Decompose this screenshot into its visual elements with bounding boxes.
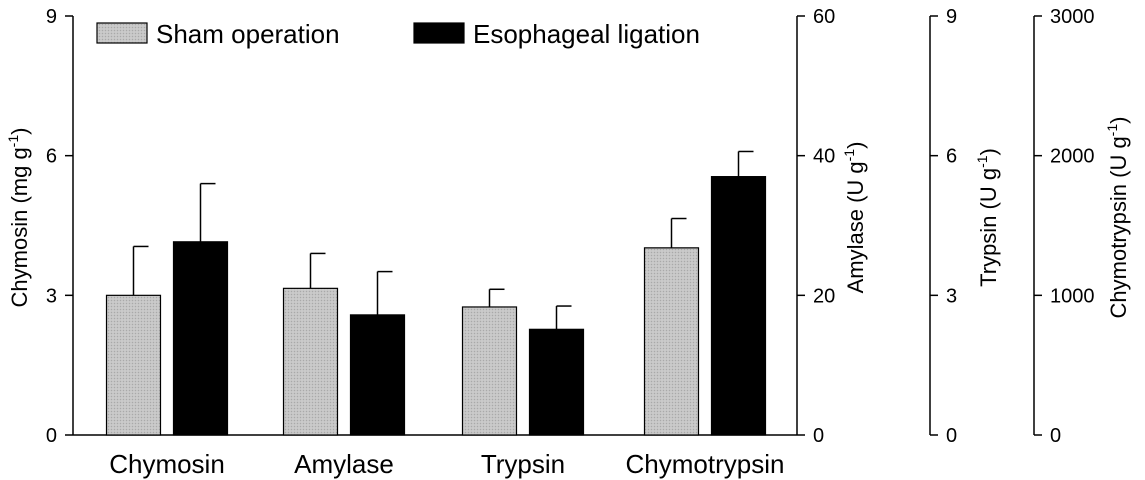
axis-title-superscript: -1: [841, 149, 857, 162]
legend-swatch: [413, 22, 465, 44]
legend-item: Sham operation: [96, 19, 340, 49]
category-labels: Chymosin Amylase Trypsin Chymotrypsin: [109, 449, 784, 479]
axis-title-superscript: -1: [1104, 124, 1120, 137]
y-axis-title: Trypsin (U g-1): [974, 148, 1001, 287]
y-axis-1: 0 3 6 9 Chymosin (mg g-1): [5, 6, 74, 447]
legend-item: Esophageal ligation: [413, 19, 700, 49]
y-tick-label: 0: [813, 425, 824, 447]
y-tick-label: 1000: [1050, 285, 1095, 307]
y-axis-title: Chymosin (mg g-1): [5, 128, 32, 308]
bars-layer: [105, 150, 767, 436]
y-tick-label: 40: [813, 146, 835, 168]
axis-title-superscript: -1: [5, 135, 21, 148]
y-tick-label: 9: [946, 6, 957, 28]
bar-trypsin-ligation: [528, 328, 585, 436]
bar-chymosin-sham: [105, 294, 162, 436]
bar-amylase-sham: [282, 287, 339, 436]
y-tick-label: 2000: [1050, 146, 1095, 168]
axis-title-text: Amylase (U g: [843, 161, 868, 293]
axis-title-text: Trypsin (U g: [976, 168, 1001, 287]
y-tick-label: 20: [813, 285, 835, 307]
legend-swatch: [96, 22, 148, 44]
y-axis-title: Chymotrypsin (U g-1): [1104, 117, 1131, 319]
category-label: Trypsin: [481, 449, 565, 479]
axis-title-close: ): [976, 148, 1001, 155]
y-tick-label: 0: [46, 425, 57, 447]
y-tick-label: 3000: [1050, 6, 1095, 28]
y-tick-label: 60: [813, 6, 835, 28]
axis-title-close: ): [1106, 117, 1131, 124]
y-tick-label: 9: [46, 6, 57, 28]
bar-chymotrypsin-sham: [643, 247, 700, 436]
y-axis-2: 0 20 40 60 Amylase (U g-1): [796, 6, 868, 447]
category-label: Chymotrypsin: [626, 449, 785, 479]
y-axis-title: Amylase (U g-1): [841, 142, 868, 294]
bar-chymotrypsin-ligation: [710, 176, 767, 436]
axis-title-text: Chymosin (mg g: [7, 147, 32, 307]
y-tick-label: 3: [946, 285, 957, 307]
legend: Sham operation Esophageal ligation: [96, 19, 700, 49]
legend-label: Sham operation: [156, 19, 340, 49]
category-label: Chymosin: [109, 449, 225, 479]
y-tick-label: 6: [946, 146, 957, 168]
bar-trypsin-sham: [461, 306, 518, 436]
axis-title-superscript: -1: [974, 155, 990, 168]
axis-title-text: Chymotrypsin (U g: [1106, 136, 1131, 318]
y-axis-3: 0 3 6 9 Trypsin (U g-1): [929, 6, 1001, 447]
category-label: Amylase: [294, 449, 394, 479]
axis-title-close: ): [7, 128, 32, 135]
y-tick-label: 0: [1050, 425, 1061, 447]
legend-label: Esophageal ligation: [473, 19, 700, 49]
y-tick-label: 0: [946, 425, 957, 447]
bar-chymosin-ligation: [172, 241, 229, 436]
axis-title-close: ): [843, 142, 868, 149]
y-tick-label: 6: [46, 146, 57, 168]
y-axis-4: 0 1000 2000 3000 Chymotrypsin (U g-1): [1033, 6, 1131, 447]
y-tick-label: 3: [46, 285, 57, 307]
bar-amylase-ligation: [349, 314, 406, 436]
